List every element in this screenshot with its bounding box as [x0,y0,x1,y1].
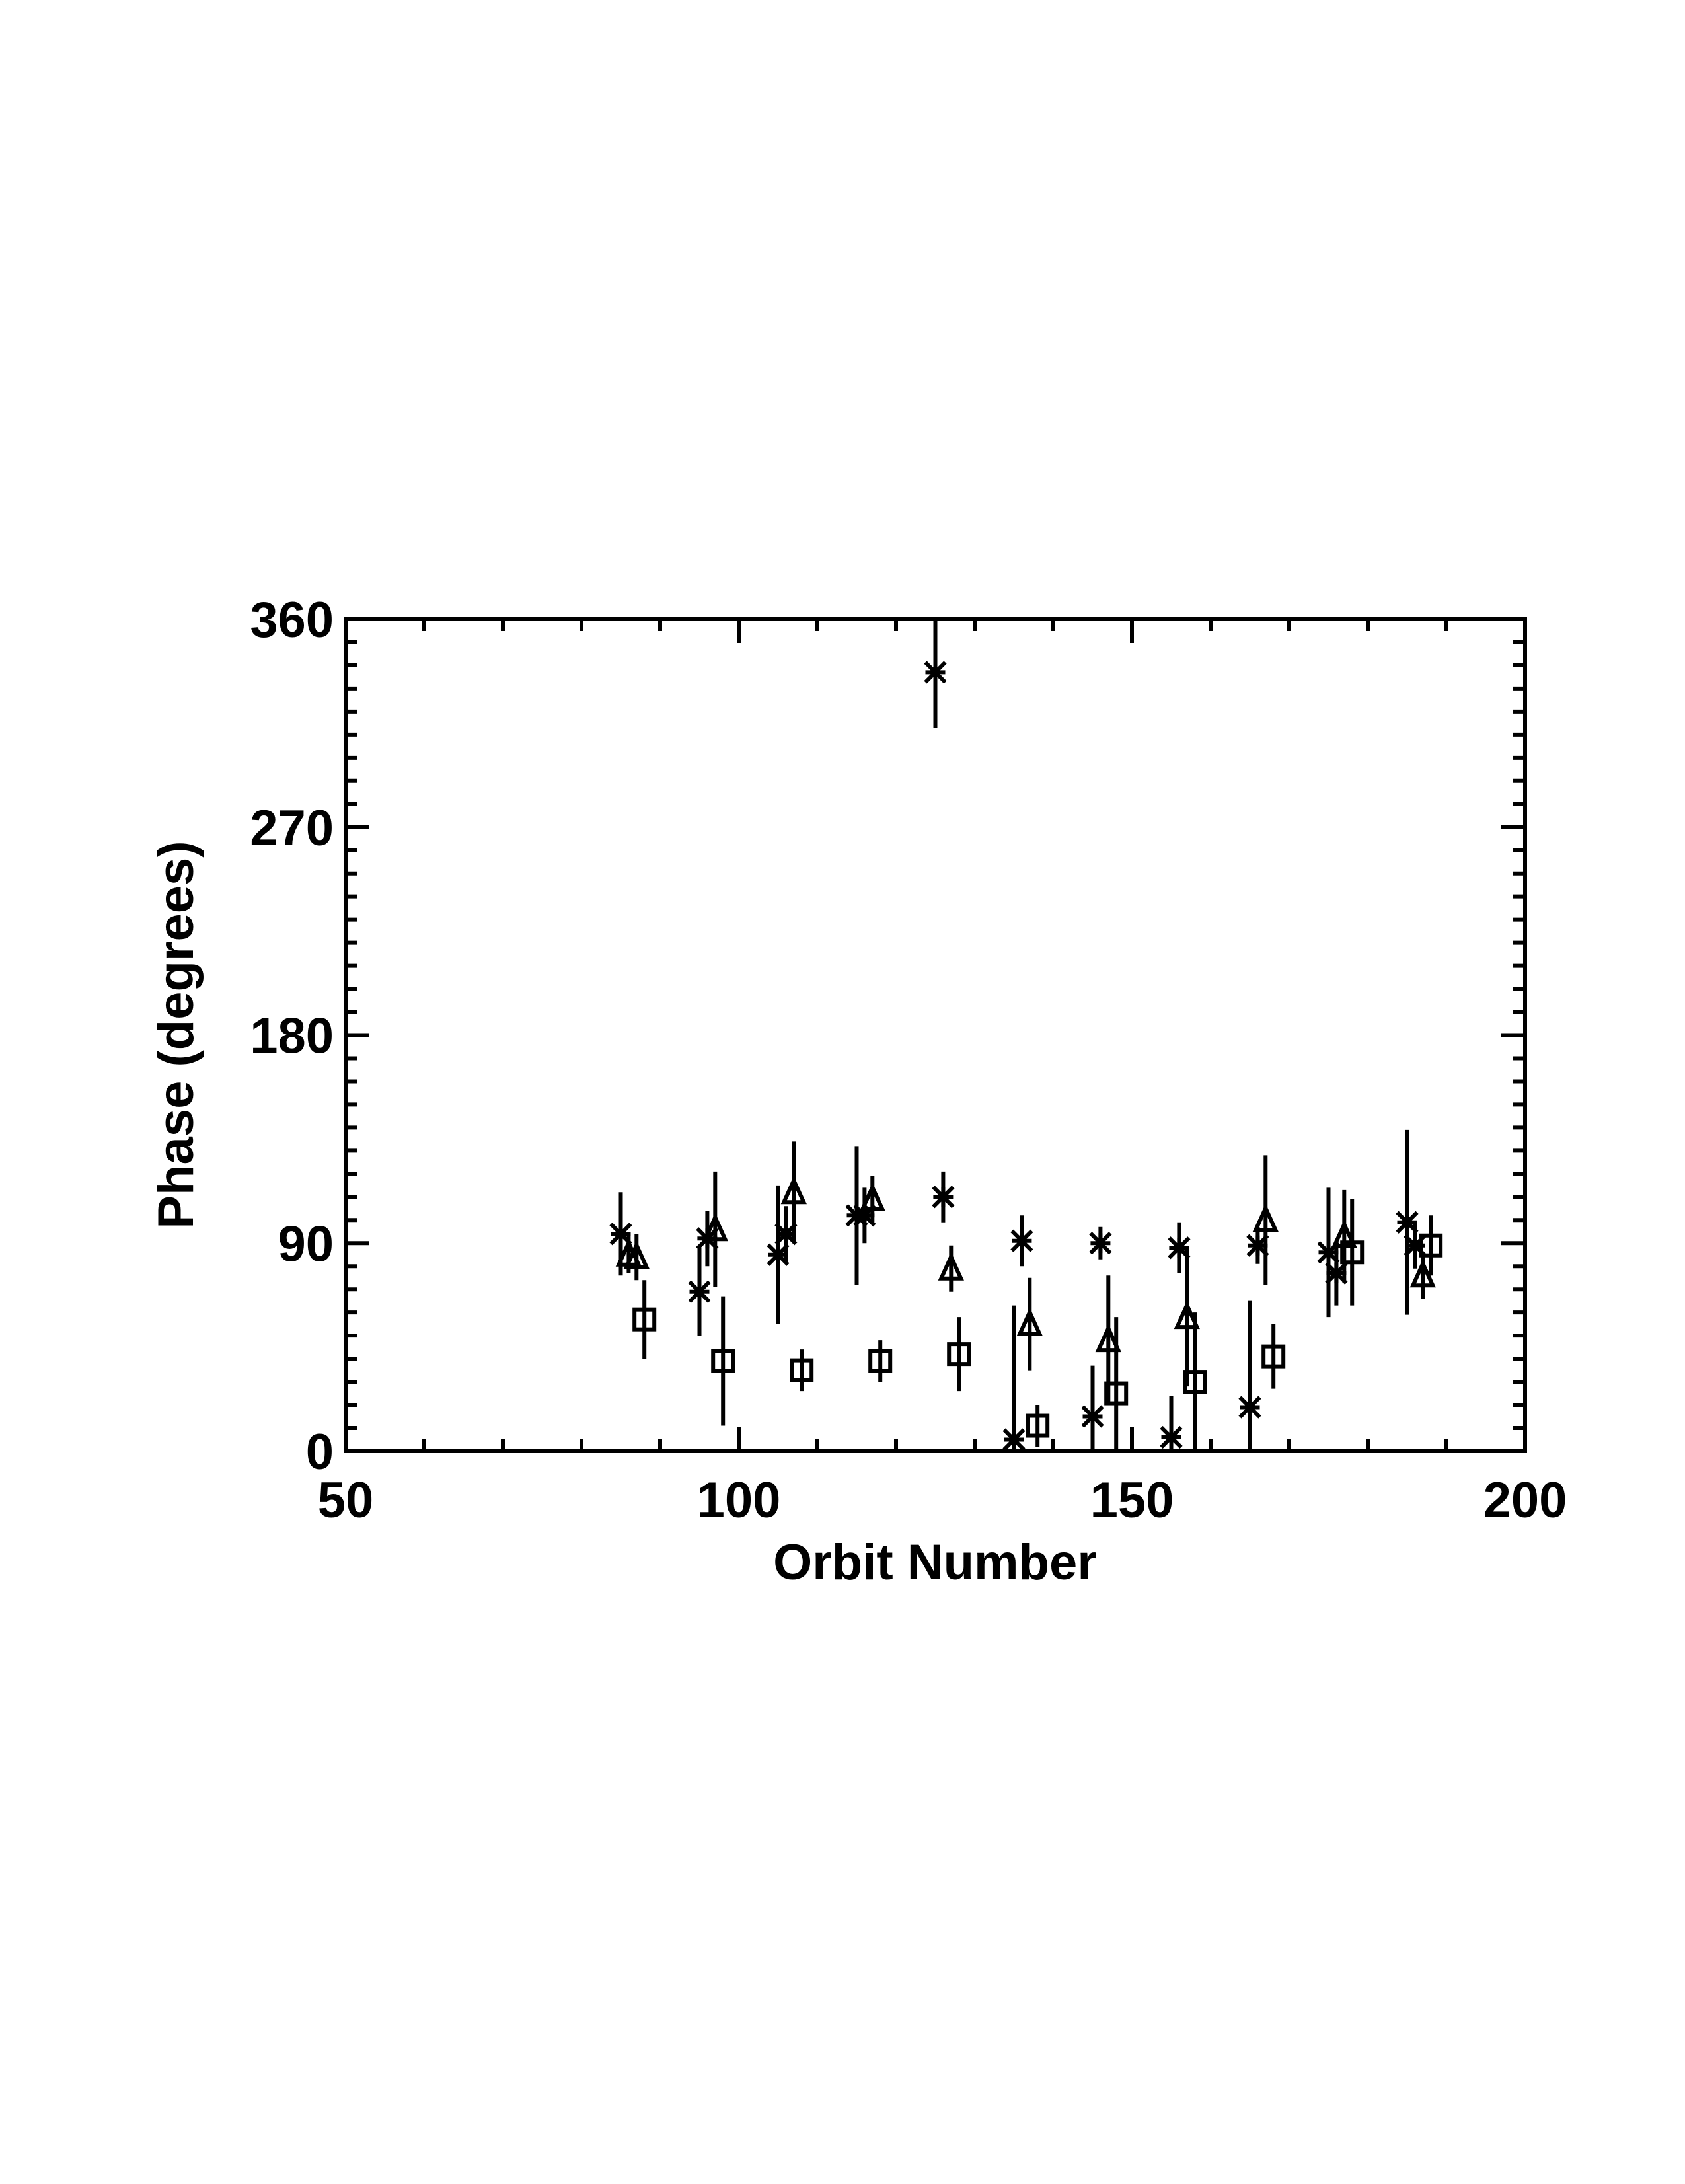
data-point [1160,1425,1183,1449]
x-tick-label: 200 [1483,1472,1567,1528]
marker-part [790,1358,814,1382]
marker-part [780,1176,807,1205]
data-point [1261,1344,1286,1369]
data-point [1340,1240,1365,1265]
data-point [1016,1307,1043,1336]
data-point [623,1240,650,1269]
plot-frame [344,617,1527,1453]
marker-part [1340,1240,1365,1265]
marker-part [1261,1344,1286,1369]
data-point [1026,1413,1050,1438]
marker-part [1183,1370,1207,1394]
y-tick-label: 90 [278,1216,334,1272]
x-axis-title: Orbit Number [773,1534,1097,1591]
marker-part [1095,1323,1121,1353]
marker-part [632,1307,657,1332]
marker-part [711,1349,735,1373]
plot-data [609,619,1443,1451]
data-point [1095,1323,1121,1353]
data-point [1081,1405,1104,1428]
data-point [1104,1381,1129,1406]
data-point [1089,1232,1112,1255]
data-point [780,1176,807,1205]
x-tick-label: 100 [697,1472,781,1528]
data-point [1010,1229,1033,1252]
x-tick-label: 150 [1090,1472,1174,1528]
marker-part [1026,1413,1050,1438]
y-tick-label: 360 [250,592,334,648]
data-point [1183,1370,1207,1394]
marker-part [1409,1258,1436,1288]
data-point [938,1252,964,1281]
data-point [1331,1219,1357,1248]
data-point [947,1342,971,1367]
x-tick-label: 50 [318,1472,374,1528]
marker-part [623,1240,650,1269]
data-point [859,1182,885,1211]
marker-part [938,1252,964,1281]
data-point [1252,1203,1279,1232]
marker-part [1104,1381,1129,1406]
data-point [1174,1300,1200,1330]
marker-part [1419,1233,1443,1258]
marker-part [1331,1219,1357,1248]
data-point [932,1186,955,1209]
y-tick-label: 180 [250,1008,334,1065]
data-point [1419,1233,1443,1258]
data-point [924,661,947,684]
marker-part [947,1342,971,1367]
data-point [711,1349,735,1373]
marker-part [1252,1203,1279,1232]
data-point [1238,1396,1261,1419]
data-point [1409,1258,1436,1288]
data-point [868,1349,893,1373]
y-tick-label: 0 [306,1424,334,1480]
marker-part [868,1349,893,1373]
marker-part [702,1213,728,1242]
data-point [702,1213,728,1242]
y-tick-label: 270 [250,800,334,856]
marker-part [1174,1300,1200,1330]
data-point [790,1358,814,1382]
data-point [632,1307,657,1332]
y-axis-title: Phase (degrees) [148,841,204,1228]
data-point [688,1280,711,1303]
data-point [1002,1428,1026,1451]
marker-part [1016,1307,1043,1336]
marker-part [859,1182,885,1211]
